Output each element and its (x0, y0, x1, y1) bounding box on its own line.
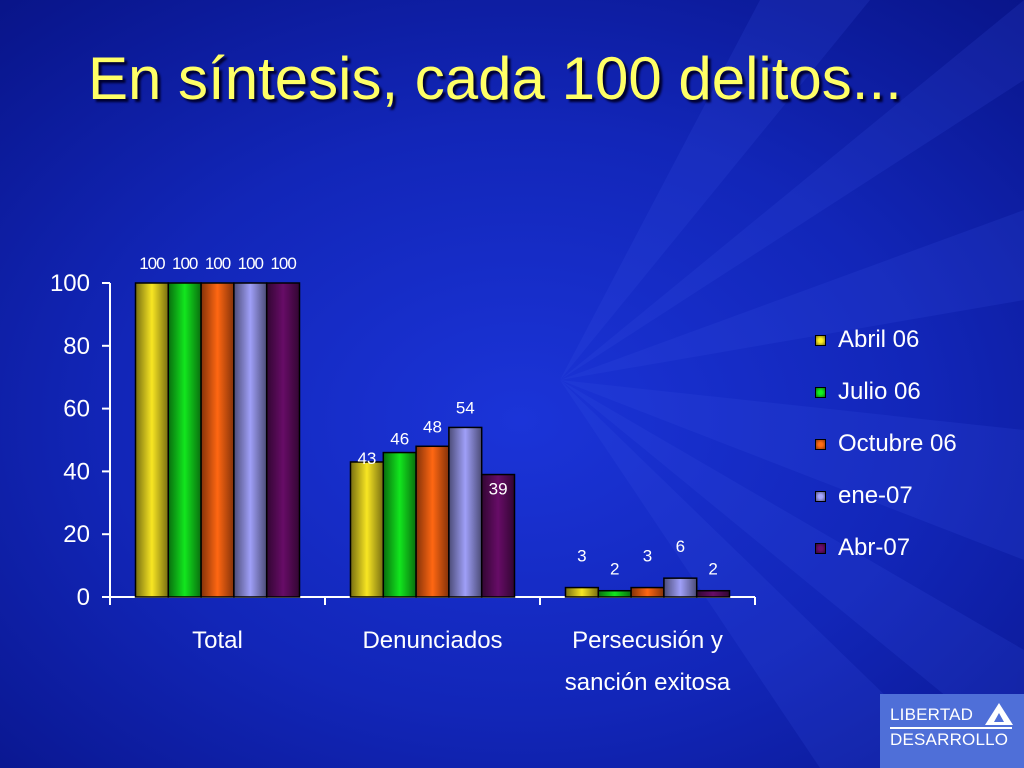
y-tick-label: 80 (63, 333, 90, 360)
bar (630, 586, 665, 598)
data-label: 2 (708, 560, 717, 579)
data-label: 100 (139, 254, 165, 273)
logo-text-top: LIBERTAD (890, 705, 974, 724)
bar (480, 473, 516, 598)
data-label: 100 (238, 254, 264, 273)
legend-item: Octubre 06 (815, 418, 957, 470)
data-label: 46 (390, 430, 409, 449)
legend-label: Julio 06 (838, 378, 921, 405)
legend-swatch (815, 386, 826, 398)
legend-label: Abril 06 (838, 326, 920, 353)
x-category-label: Persecusión y sanción exitosa (565, 627, 731, 696)
y-tick-label: 40 (63, 458, 90, 485)
data-label: 2 (610, 560, 619, 579)
y-tick-label: 20 (63, 521, 90, 548)
legend-swatch (815, 490, 826, 502)
y-tick-label: 60 (63, 396, 90, 423)
legend-swatch (815, 542, 826, 554)
y-tick-label: 100 (50, 270, 90, 297)
data-label: 48 (423, 417, 442, 436)
legend-label: Octubre 06 (838, 430, 957, 457)
data-label: 39 (489, 480, 508, 499)
legend-item: Abr-07 (815, 522, 957, 574)
legend-label: ene-07 (838, 482, 913, 509)
legend-label: Abr-07 (838, 534, 911, 561)
x-axis: Total Denunciados Persecusión y sanción exi… (109, 596, 756, 696)
bar (349, 461, 385, 598)
bar (233, 282, 268, 598)
legend-swatch (815, 438, 826, 450)
bar (695, 589, 731, 598)
data-label: 100 (205, 254, 231, 273)
bar (564, 586, 600, 598)
data-labels: 100 43 3 100 46 2 100 48 3 100 54 6 100 39 2 (139, 254, 718, 579)
legend-item: Julio 06 (815, 366, 957, 418)
legend-swatch (815, 334, 826, 346)
logo-triangle-icon (985, 703, 1013, 725)
x-category-label: Denunciados (362, 627, 502, 654)
chart-legend: Abril 06 Julio 06 Octubre 06 ene-07 Abr-07 (815, 314, 957, 574)
logo-text-bottom: DESARROLLO (890, 727, 1012, 751)
bar (448, 426, 483, 598)
bar (382, 451, 417, 598)
bar (200, 282, 235, 598)
y-tick-label: 0 (77, 584, 90, 611)
bar (167, 282, 202, 598)
x-category-label: Total (192, 627, 243, 654)
data-label: 54 (456, 398, 475, 417)
bars (134, 282, 731, 598)
bar (134, 282, 170, 598)
legend-item: ene-07 (815, 470, 957, 522)
data-label: 3 (577, 547, 586, 566)
y-axis: 0 20 40 60 80 100 (50, 270, 111, 611)
data-label: 43 (357, 449, 376, 468)
data-label: 100 (270, 254, 296, 273)
legend-item: Abril 06 (815, 314, 957, 366)
bar (597, 589, 632, 598)
bar (415, 445, 450, 598)
data-label: 100 (172, 254, 198, 273)
slide-title: En síntesis, cada 100 delitos... (88, 45, 902, 112)
bar (265, 282, 301, 598)
libertad-desarrollo-logo: LIBERTAD DESARROLLO (880, 694, 1024, 768)
bar (663, 577, 698, 598)
data-label: 6 (676, 537, 685, 556)
data-label: 3 (643, 547, 652, 566)
